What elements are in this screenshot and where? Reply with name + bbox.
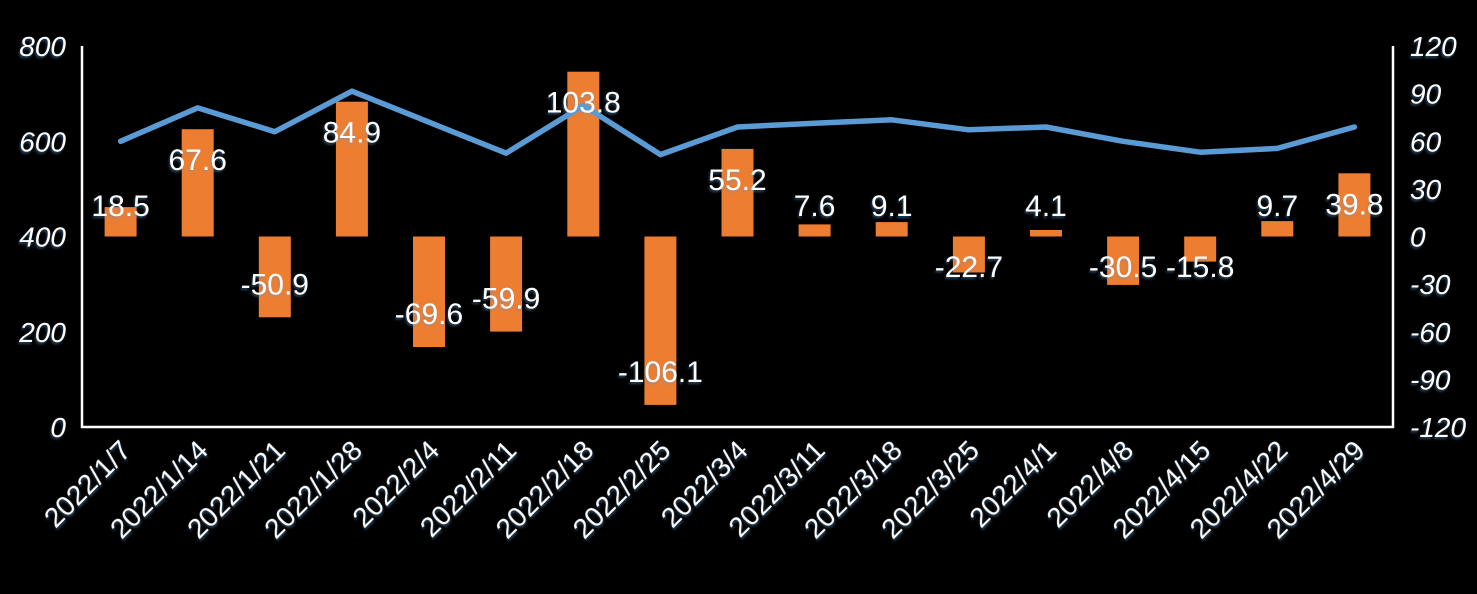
bar-2022/3/4 xyxy=(721,148,754,237)
right-axis-tick-label: 60 xyxy=(1410,126,1442,157)
bar-value-label: -22.7 xyxy=(935,251,1003,284)
bar-2022/4/1 xyxy=(1030,230,1062,237)
bar-value-label: -15.8 xyxy=(1166,251,1234,284)
bar-value-label: 7.6 xyxy=(794,190,836,223)
bar-2022/3/11 xyxy=(798,224,831,237)
right-axis-tick-label: 90 xyxy=(1410,79,1442,110)
bar-2022/4/29 xyxy=(1338,173,1371,237)
bar-2022/1/21 xyxy=(258,236,291,318)
bar-2022/1/14 xyxy=(181,129,214,237)
left-axis-tick-label: 600 xyxy=(19,126,66,157)
bar-2022/3/25 xyxy=(952,236,985,273)
right-axis-tick-label: -30 xyxy=(1410,269,1451,300)
bar-value-label: 84.9 xyxy=(323,117,381,150)
bar-2022/4/15 xyxy=(1184,236,1217,262)
right-axis-tick-label: -60 xyxy=(1410,317,1451,348)
left-axis-tick-label: 800 xyxy=(19,31,66,62)
bar-value-label: -50.9 xyxy=(241,268,309,301)
right-axis-tick-label: -90 xyxy=(1410,364,1451,395)
bar-value-label: 67.6 xyxy=(169,144,227,177)
bar-value-label: -106.1 xyxy=(618,356,703,389)
bar-2022/4/8 xyxy=(1107,236,1140,285)
right-axis-tick-label: 0 xyxy=(1410,222,1426,253)
bar-2022/1/7 xyxy=(104,207,137,237)
bar-value-label: -69.6 xyxy=(395,298,463,331)
left-axis-tick-label: 0 xyxy=(50,412,66,443)
left-axis-tick-label: 400 xyxy=(19,222,66,253)
bar-2022/3/18 xyxy=(875,222,908,237)
right-axis-tick-label: 120 xyxy=(1410,31,1457,62)
bar-2022/2/18 xyxy=(567,71,600,237)
bar-2022/2/25 xyxy=(644,236,677,405)
bar-2022/4/22 xyxy=(1261,221,1294,237)
bar-2022/2/11 xyxy=(490,236,523,332)
bar-value-label: -30.5 xyxy=(1089,251,1157,284)
bar-value-label: 39.8 xyxy=(1325,188,1383,221)
bar-2022/2/4 xyxy=(413,236,445,347)
bar-value-label: 4.1 xyxy=(1025,190,1067,223)
left-axis-tick-label: 200 xyxy=(18,317,66,348)
bar-value-label: 9.1 xyxy=(871,190,913,223)
bar-2022/1/28 xyxy=(335,101,368,237)
bar-value-label: 9.7 xyxy=(1256,190,1298,223)
line-series xyxy=(117,88,1358,158)
right-axis-tick-label: -120 xyxy=(1410,412,1466,443)
bar-value-label: 103.8 xyxy=(546,87,621,120)
bar-value-label: 18.5 xyxy=(91,190,149,223)
bar-value-label: 55.2 xyxy=(708,164,766,197)
right-axis-tick-label: 30 xyxy=(1410,174,1442,205)
bar-value-label: -59.9 xyxy=(472,283,540,316)
